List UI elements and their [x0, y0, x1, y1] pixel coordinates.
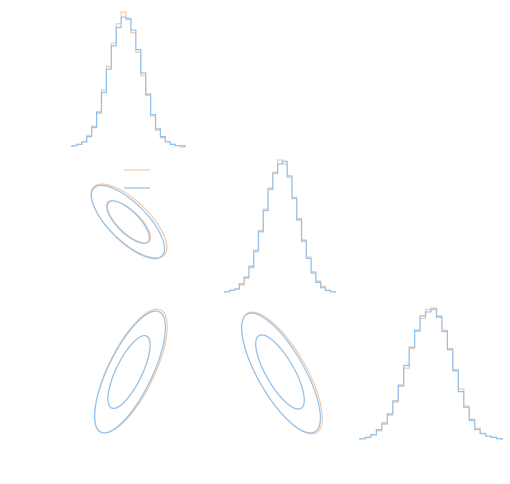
contour-outer [240, 312, 322, 434]
contour-inner [106, 200, 152, 244]
histogram [359, 308, 503, 440]
contours [90, 183, 323, 435]
contour-inner [255, 334, 305, 410]
histogram [71, 16, 186, 147]
histogram [71, 11, 185, 148]
histogram [359, 307, 503, 440]
histogram [224, 159, 336, 293]
contour-inner [106, 200, 150, 244]
contour-outer [94, 308, 168, 434]
contour-outer [93, 310, 167, 434]
histogram [224, 160, 336, 293]
contour-inner [107, 334, 151, 410]
contour-outer [90, 184, 166, 260]
contour-inner [255, 334, 305, 410]
